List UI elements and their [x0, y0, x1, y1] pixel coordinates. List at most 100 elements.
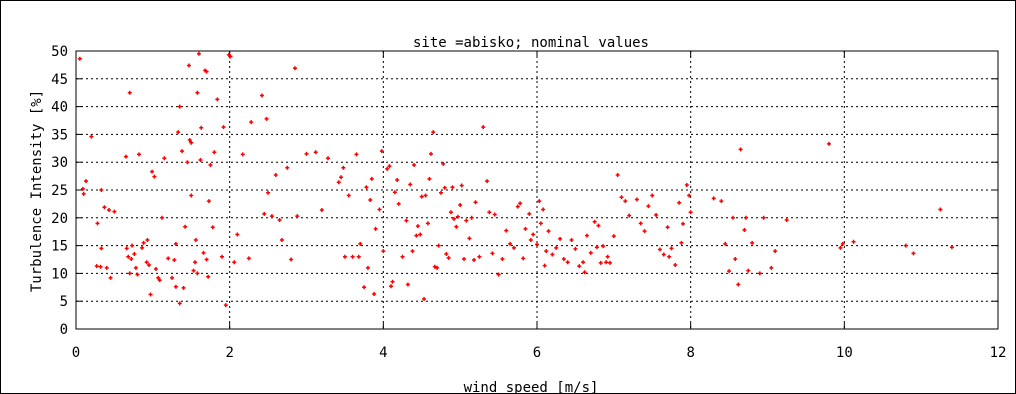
data-point: [405, 282, 410, 287]
data-point: [135, 272, 140, 277]
data-point: [521, 256, 526, 261]
data-point: [141, 240, 146, 245]
data-point: [467, 236, 472, 241]
data-point: [584, 233, 589, 238]
data-point: [377, 207, 382, 212]
data-point: [358, 241, 363, 246]
data-point: [500, 256, 505, 261]
data-point: [187, 137, 192, 142]
data-point: [295, 214, 300, 219]
x-tick-label: 8: [686, 345, 694, 361]
data-point: [826, 141, 831, 146]
data-point: [473, 200, 478, 205]
data-point: [688, 210, 693, 215]
data-point: [454, 224, 459, 229]
data-point: [124, 246, 129, 251]
data-point: [390, 279, 395, 284]
data-point: [150, 169, 155, 174]
data-point: [750, 240, 755, 245]
data-point: [425, 221, 430, 226]
data-point: [196, 51, 201, 56]
data-point: [104, 265, 109, 270]
data-point: [204, 257, 209, 262]
data-point: [204, 69, 209, 74]
data-point: [181, 285, 186, 290]
data-point: [784, 218, 789, 223]
data-point: [176, 130, 181, 135]
data-point: [582, 270, 587, 275]
data-point: [369, 176, 374, 181]
data-point: [679, 240, 684, 245]
data-point: [206, 274, 211, 279]
data-point: [206, 199, 211, 204]
data-point: [471, 258, 476, 263]
data-point: [156, 275, 161, 280]
data-point: [605, 254, 610, 259]
y-tick-label: 50: [51, 44, 68, 60]
data-point: [667, 254, 672, 259]
data-point: [346, 193, 351, 198]
data-point: [619, 195, 624, 200]
data-point: [851, 239, 856, 244]
data-point: [573, 246, 578, 251]
y-tick-label: 10: [51, 266, 68, 282]
data-point: [487, 210, 492, 215]
data-point: [414, 233, 419, 238]
data-point: [569, 238, 574, 243]
data-point: [140, 245, 145, 250]
data-point: [594, 245, 599, 250]
data-point: [127, 271, 132, 276]
data-point: [80, 186, 85, 191]
data-point: [198, 157, 203, 162]
data-point: [642, 229, 647, 234]
data-point: [95, 221, 100, 226]
data-point: [379, 149, 384, 154]
data-point: [201, 250, 206, 255]
data-point: [537, 199, 542, 204]
data-point: [212, 150, 217, 155]
data-point: [177, 104, 182, 109]
data-point: [938, 207, 943, 212]
data-point: [249, 120, 254, 125]
data-point: [186, 63, 191, 68]
data-point: [673, 263, 678, 268]
data-point: [527, 211, 532, 216]
data-point: [193, 260, 198, 265]
data-point: [350, 254, 355, 259]
data-point: [949, 245, 954, 250]
data-point: [730, 215, 735, 220]
data-point: [400, 254, 405, 259]
data-point: [177, 301, 182, 306]
data-point: [581, 260, 586, 265]
data-point: [687, 193, 692, 198]
data-point: [341, 165, 346, 170]
data-point: [373, 226, 378, 231]
y-tick-label: 5: [60, 294, 68, 310]
chart-title: site =abisko; nominal values: [413, 35, 649, 51]
data-point: [199, 125, 204, 130]
data-point: [727, 269, 732, 274]
data-point: [195, 271, 200, 276]
data-point: [680, 221, 685, 226]
data-point: [392, 190, 397, 195]
data-point: [657, 247, 662, 252]
data-point: [490, 251, 495, 256]
y-tick-label: 15: [51, 239, 68, 255]
data-point: [541, 207, 546, 212]
data-point: [438, 190, 443, 195]
data-point: [464, 218, 469, 223]
data-point: [481, 125, 486, 130]
data-point: [761, 215, 766, 220]
data-point: [108, 275, 113, 280]
data-point: [911, 251, 916, 256]
data-point: [223, 303, 228, 308]
data-point: [623, 199, 628, 204]
data-point: [436, 243, 441, 248]
data-point: [604, 260, 609, 265]
data-point: [435, 265, 440, 270]
data-point: [94, 264, 99, 269]
data-point: [127, 90, 132, 95]
data-point: [742, 228, 747, 233]
